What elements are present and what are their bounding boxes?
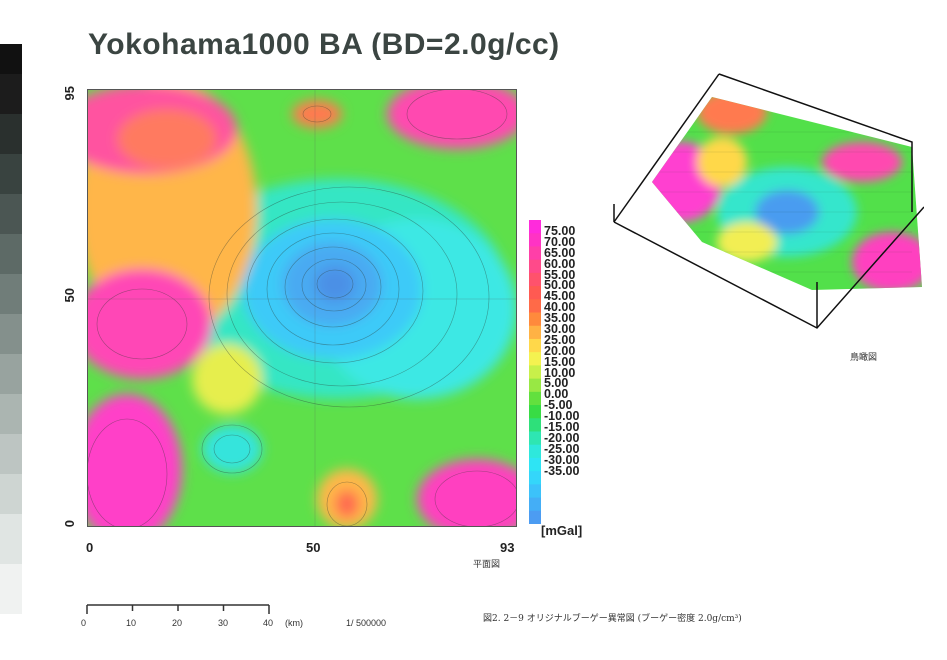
- legend-swatch: [529, 444, 541, 459]
- legend-label: -20.00: [544, 430, 580, 445]
- legend-label: 55.00: [544, 267, 576, 282]
- legend-label: 30.00: [544, 322, 576, 337]
- scale-unit: (km): [285, 618, 303, 628]
- map-frame: [87, 89, 517, 527]
- legend-label: 60.00: [544, 256, 576, 271]
- map-scale-ratio: 1/ 500000: [346, 618, 387, 628]
- legend-swatch: [529, 220, 541, 234]
- legend-label: -15.00: [544, 420, 580, 435]
- legend-label: -25.00: [544, 441, 580, 456]
- legend-swatch: [529, 299, 541, 314]
- legend-label: 40.00: [544, 300, 576, 315]
- legend-label: 50.00: [544, 278, 576, 293]
- legend-label: -35.00: [544, 463, 580, 478]
- scale-tick-10: 10: [126, 618, 137, 628]
- legend-unit: [mGal]: [541, 523, 583, 538]
- y-tick-middle: 50: [62, 288, 77, 303]
- legend-label: -5.00: [544, 398, 573, 413]
- legend-swatch: [529, 391, 541, 406]
- legend-label: 75.00: [544, 224, 576, 238]
- legend-swatch: [529, 471, 541, 485]
- legend-label: 65.00: [544, 245, 576, 260]
- legend-swatch: [529, 510, 541, 524]
- legend-swatch: [529, 259, 541, 274]
- legend-label: 5.00: [544, 376, 569, 391]
- legend-swatch: [529, 272, 541, 287]
- legend-swatch: [529, 312, 541, 327]
- legend-swatch: [529, 246, 541, 261]
- y-tick-top: 95: [62, 86, 77, 101]
- legend-swatch: [529, 457, 541, 472]
- figure-caption: 図2. 2－9 オリジナルブーゲー異常図 (ブーゲー密度 2.0g/cm³): [483, 614, 742, 624]
- scale-tick-30: 30: [218, 618, 229, 628]
- legend-label: 10.00: [544, 365, 576, 380]
- legend-swatch: [529, 352, 541, 366]
- distance-scale-bar: [86, 604, 270, 614]
- color-legend-bar: [529, 220, 541, 524]
- legend-swatch: [529, 286, 541, 300]
- plan-view-label: 平面図: [473, 560, 501, 570]
- legend-label: 15.00: [544, 354, 576, 369]
- color-legend-labels: 75.00 70.00 65.00 60.00 55.00 50.00 45.00 40.00…: [544, 224, 580, 478]
- legend-label: 20.00: [544, 343, 576, 358]
- legend-swatch: [529, 405, 541, 419]
- scale-tick-40: 40: [263, 618, 274, 628]
- legend-label: 70.00: [544, 234, 576, 249]
- legend-label: 25.00: [544, 332, 576, 347]
- x-tick-middle: 50: [306, 540, 321, 555]
- legend-swatch: [529, 325, 541, 340]
- legend-label: -10.00: [544, 409, 580, 424]
- birdseye-label: 鳥瞰図: [850, 353, 878, 363]
- birdseye-3d-view: [613, 73, 924, 329]
- legend-swatch: [529, 338, 541, 353]
- legend-swatch: [529, 484, 541, 499]
- grayscale-strip: [0, 44, 22, 614]
- scale-tick-20: 20: [172, 618, 183, 628]
- legend-swatch: [529, 497, 541, 512]
- legend-swatch: [529, 418, 541, 432]
- page-title: Yokohama1000 BA (BD=2.0g/cc): [88, 28, 560, 61]
- scale-tick-0: 0: [81, 618, 87, 628]
- x-tick-left: 0: [86, 540, 94, 555]
- legend-label: 45.00: [544, 289, 576, 304]
- legend-label: 0.00: [544, 387, 569, 402]
- gravity-contour-map: [87, 89, 517, 527]
- legend-label: -30.00: [544, 452, 580, 467]
- legend-swatch: [529, 378, 541, 393]
- legend-label: 35.00: [544, 311, 576, 326]
- y-tick-bottom: 0: [62, 520, 77, 528]
- legend-swatch: [529, 365, 541, 380]
- legend-swatch: [529, 233, 541, 247]
- legend-swatch: [529, 431, 541, 446]
- x-tick-right: 93: [500, 540, 515, 555]
